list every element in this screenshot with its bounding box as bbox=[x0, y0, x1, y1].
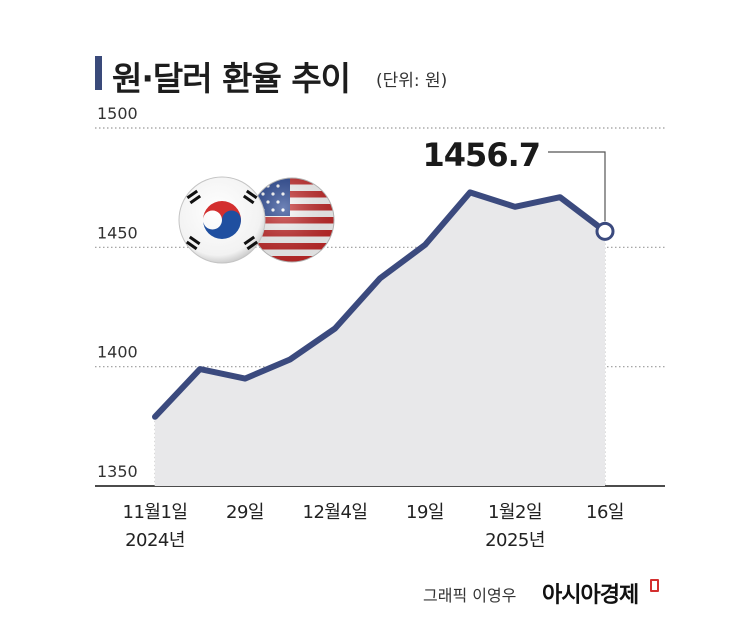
x-tick-label: 12월4일 bbox=[303, 502, 368, 523]
y-tick-label: 1500 bbox=[97, 104, 138, 123]
x-tick-year-label: 2024년 bbox=[125, 530, 185, 551]
y-tick-label: 1450 bbox=[97, 223, 138, 242]
kr-flag-icon bbox=[178, 176, 266, 264]
brand-logo: 아시아경제 bbox=[542, 583, 639, 608]
x-tick-label: 29일 bbox=[226, 502, 264, 523]
title-accent-bar bbox=[95, 56, 102, 90]
series-line bbox=[152, 189, 608, 420]
x-tick-label: 19일 bbox=[406, 502, 444, 523]
annotation-leader bbox=[548, 151, 606, 222]
x-tick-label: 16일 bbox=[586, 502, 624, 523]
brand-mark-icon bbox=[650, 579, 659, 592]
x-tick-year-label: 2025년 bbox=[485, 530, 545, 551]
flags-illustration bbox=[178, 176, 335, 264]
label-layer: 1350 1400 1450 1500 11월1일 2024년 29일 12월4일 19일 1월2… bbox=[97, 104, 624, 551]
annotation-value: 1456.7 bbox=[423, 136, 540, 174]
x-tick-label: 1월2일 bbox=[488, 502, 542, 523]
area-fill bbox=[155, 192, 605, 486]
chart-title: 원·달러 환율 추이 bbox=[112, 59, 351, 98]
y-tick-label: 1400 bbox=[97, 343, 138, 362]
data-point-marker bbox=[595, 221, 615, 241]
unit-label: (단위: 원) bbox=[376, 71, 448, 91]
graphic-credit: 그래픽 이영우 bbox=[423, 586, 517, 605]
y-tick-label: 1350 bbox=[97, 462, 138, 481]
x-tick-label: 11월1일 bbox=[123, 502, 188, 523]
